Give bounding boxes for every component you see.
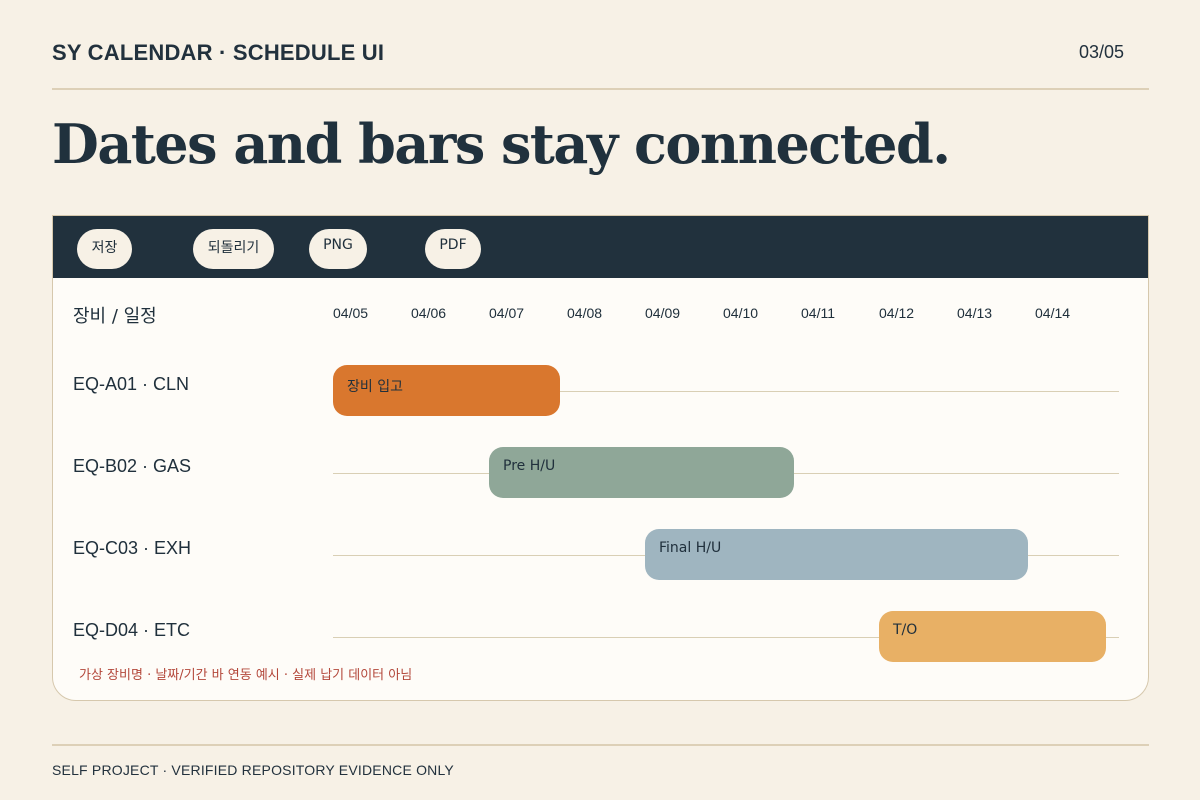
equipment-row-label: EQ-D04 · ETC (73, 620, 191, 640)
schedule-card: 저장 되돌리기 PNG PDF 장비 / 일정 04/05 04/06 04/07 0… (52, 215, 1149, 701)
schedule-bar[interactable]: T/O (879, 611, 1106, 662)
date-column-label: 04/12 (879, 305, 915, 321)
date-column-label: 04/08 (567, 305, 603, 321)
footer-text: SELF PROJECT · VERIFIED REPOSITORY EVIDE… (52, 762, 454, 778)
export-pdf-button[interactable]: PDF (425, 229, 481, 269)
date-column-label: 04/05 (333, 305, 369, 321)
schedule-bar[interactable]: Pre H/U (489, 447, 794, 498)
bottom-divider (52, 744, 1149, 746)
top-divider (52, 88, 1149, 90)
equipment-row-label: EQ-B02 · GAS (73, 456, 192, 476)
date-column-label: 04/13 (957, 305, 993, 321)
schedule-bar[interactable]: 장비 입고 (333, 365, 560, 416)
headline: Dates and bars stay connected. (52, 112, 951, 176)
page-number: 03/05 (1078, 42, 1124, 62)
column-header: 장비 / 일정 (73, 306, 157, 327)
date-column-label: 04/09 (645, 305, 681, 321)
date-column-label: 04/14 (1035, 305, 1071, 321)
export-png-button[interactable]: PNG (309, 229, 367, 269)
date-column-label: 04/06 (411, 305, 447, 321)
date-column-label: 04/07 (489, 305, 525, 321)
schedule-bar[interactable]: Final H/U (645, 529, 1028, 580)
row-track-line (333, 637, 1119, 638)
footnote: 가상 장비명 · 날짜/기간 바 연동 예시 · 실제 납기 데이터 아님 (79, 668, 413, 683)
date-column-label: 04/11 (801, 305, 835, 321)
equipment-row-label: EQ-C03 · EXH (73, 538, 192, 558)
header-title: SY CALENDAR · SCHEDULE UI (52, 40, 385, 65)
undo-button[interactable]: 되돌리기 (193, 229, 274, 269)
save-button[interactable]: 저장 (77, 229, 132, 269)
row-track-line (333, 391, 1119, 392)
equipment-row-label: EQ-A01 · CLN (73, 374, 190, 394)
date-column-label: 04/10 (723, 305, 759, 321)
toolbar: 저장 되돌리기 PNG PDF (53, 216, 1148, 278)
